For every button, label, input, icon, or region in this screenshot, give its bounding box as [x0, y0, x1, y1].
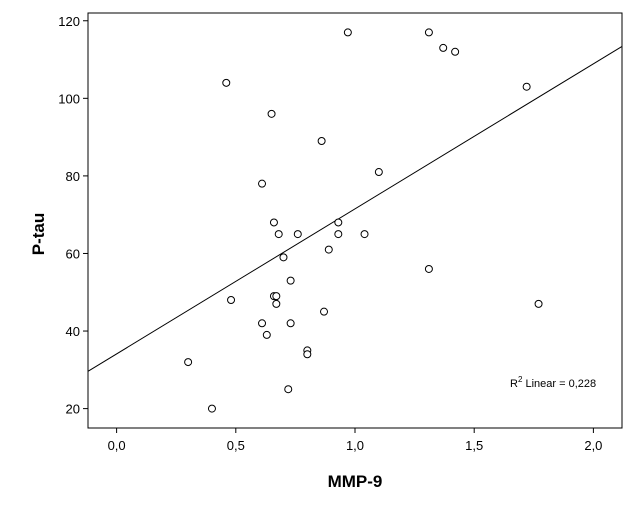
y-tick-label: 40: [66, 324, 80, 339]
data-point: [258, 319, 267, 328]
data-point: [324, 245, 333, 254]
data-point: [279, 253, 288, 262]
data-point: [374, 168, 383, 177]
linear-fit-line: [87, 45, 623, 372]
plot-area-frame: [87, 12, 623, 429]
data-point: [267, 109, 276, 118]
y-tick-label: 120: [58, 14, 80, 29]
data-point: [269, 218, 278, 227]
y-axis-ticks: 20 40 60 80 100 120: [58, 14, 88, 417]
data-point: [334, 218, 343, 227]
r-squared-prefix: R: [510, 378, 518, 390]
data-point: [227, 296, 236, 305]
y-tick-label: 80: [66, 169, 80, 184]
x-tick-label: 1,5: [465, 438, 483, 453]
x-axis-title: MMP-9: [328, 472, 383, 491]
r-squared-text: Linear = 0,228: [522, 378, 596, 390]
r-squared-superscript: 2: [518, 375, 523, 384]
data-point: [286, 276, 295, 285]
data-point: [207, 404, 216, 413]
data-point: [320, 307, 329, 316]
data-point: [274, 230, 283, 239]
fit-line-layer: [87, 45, 623, 372]
data-point: [303, 350, 312, 359]
data-point: [258, 179, 267, 188]
y-tick-label: 20: [66, 402, 80, 417]
data-point: [334, 230, 343, 239]
data-point: [262, 330, 271, 339]
y-tick-label: 60: [66, 246, 80, 261]
x-tick-label: 2,0: [584, 438, 602, 453]
x-tick-label: 1,0: [346, 438, 364, 453]
y-axis-title: P-tau: [29, 213, 48, 256]
data-point: [222, 78, 231, 87]
r-squared-annotation: R2 Linear = 0,228: [510, 375, 596, 390]
data-point: [272, 299, 281, 308]
data-point: [522, 82, 531, 91]
data-point: [451, 47, 460, 56]
data-point: [439, 43, 448, 52]
data-point: [360, 230, 369, 239]
y-tick-label: 100: [58, 91, 80, 106]
data-point: [424, 264, 433, 273]
x-axis-ticks: 0,0 0,5 1,0 1,5 2,0: [108, 428, 602, 453]
data-point: [293, 230, 302, 239]
data-point: [534, 299, 543, 308]
data-point: [343, 28, 352, 37]
data-point: [184, 358, 193, 367]
x-tick-label: 0,0: [108, 438, 126, 453]
data-point: [286, 319, 295, 328]
data-points: [184, 28, 543, 413]
data-point: [317, 136, 326, 145]
data-point: [272, 292, 281, 301]
data-point: [424, 28, 433, 37]
data-point: [284, 385, 293, 394]
x-tick-label: 0,5: [227, 438, 245, 453]
